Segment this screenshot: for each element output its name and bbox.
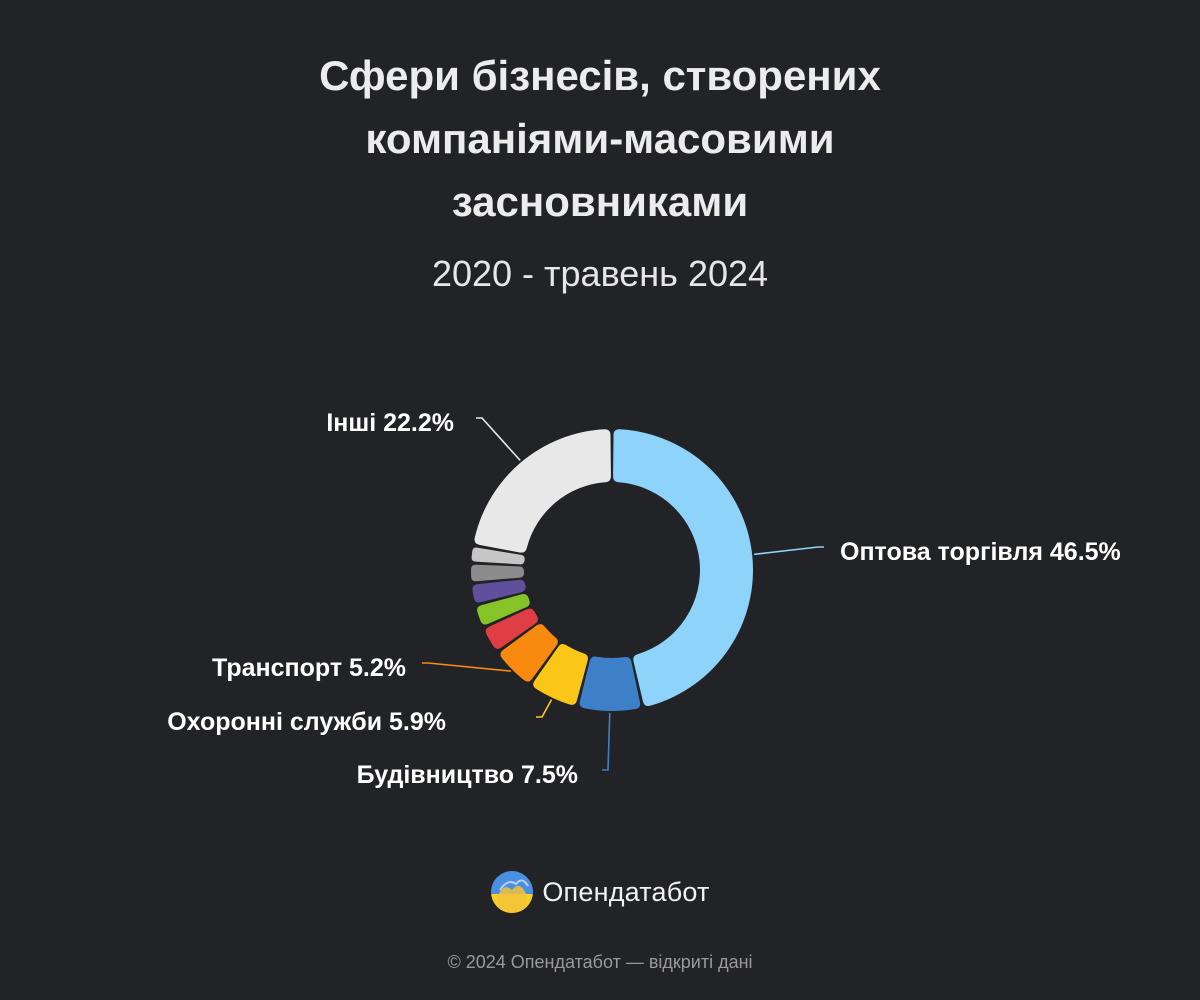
chart-subtitle: 2020 - травень 2024 <box>431 253 769 294</box>
chart-title-line-2: компаніями-масовими <box>365 115 835 162</box>
donut-slice-7 <box>472 579 526 603</box>
slice-label-1: Оптова торгівля 46.5% <box>840 538 1121 566</box>
donut-slice-3 <box>533 644 588 705</box>
copyright-text: © 2024 Опендатабот — відкриті дані <box>447 952 753 972</box>
brand: Опендатабот <box>0 868 1200 916</box>
opendatabot-logo-icon <box>491 871 534 913</box>
label-leader-lines <box>422 417 824 771</box>
donut-slices <box>471 429 754 711</box>
donut-slice-2 <box>579 656 641 711</box>
slice-label-3: Охоронні служби 5.9% <box>167 708 446 736</box>
slice-label-4: Транспорт 5.2% <box>212 654 406 682</box>
slice-label-2: Будівництво 7.5% <box>357 761 578 789</box>
slice-labels: Оптова торгівля 46.5% Будівництво 7.5% Охо… <box>167 409 1121 789</box>
donut-slice-8 <box>471 564 525 582</box>
donut-slice-10 <box>474 429 611 553</box>
leader-line-2 <box>602 712 611 771</box>
donut-slice-5 <box>485 608 538 649</box>
chart-title-line-1: Сфери бізнесів, створених <box>319 52 881 99</box>
chart-title-line-3: засновниками <box>451 178 749 225</box>
donut-slice-4 <box>500 624 558 682</box>
donut-slice-6 <box>477 594 530 625</box>
donut-slice-1 <box>613 429 754 707</box>
leader-line-10 <box>476 417 521 461</box>
leader-line-3 <box>536 699 553 718</box>
chart-title: Сфери бізнесів, створених компаніями-мас… <box>0 44 1200 233</box>
slice-label-10: Інші 22.2% <box>326 409 454 437</box>
leader-line-1 <box>754 546 824 556</box>
brand-name: Опендатабот <box>542 876 710 907</box>
leader-line-4 <box>422 662 511 672</box>
donut-slice-9 <box>471 547 525 565</box>
